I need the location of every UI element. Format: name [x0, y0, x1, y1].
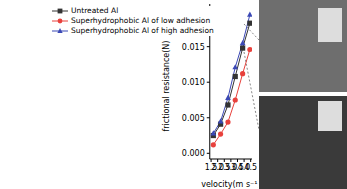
svg-text:0.005: 0.005: [182, 114, 205, 123]
svg-text:0.010: 0.010: [182, 78, 205, 87]
html-text:Untreated Al: Untreated Al: [71, 6, 119, 15]
svg-text:0.000: 0.000: [182, 149, 205, 158]
svg-text:4.5: 4.5: [244, 163, 257, 172]
svg-text:0.015: 0.015: [182, 43, 205, 52]
html-text:Superhydrophobic Al of low adh: Superhydrophobic Al of low adhesion: [71, 16, 211, 25]
html-text:Superhydrophobic Al of high ad: Superhydrophobic Al of high adhesion: [71, 26, 214, 35]
svg-text:velocity(m s⁻¹): velocity(m s⁻¹): [201, 180, 258, 189]
svg-text:frictional resistance(N): frictional resistance(N): [162, 41, 171, 132]
